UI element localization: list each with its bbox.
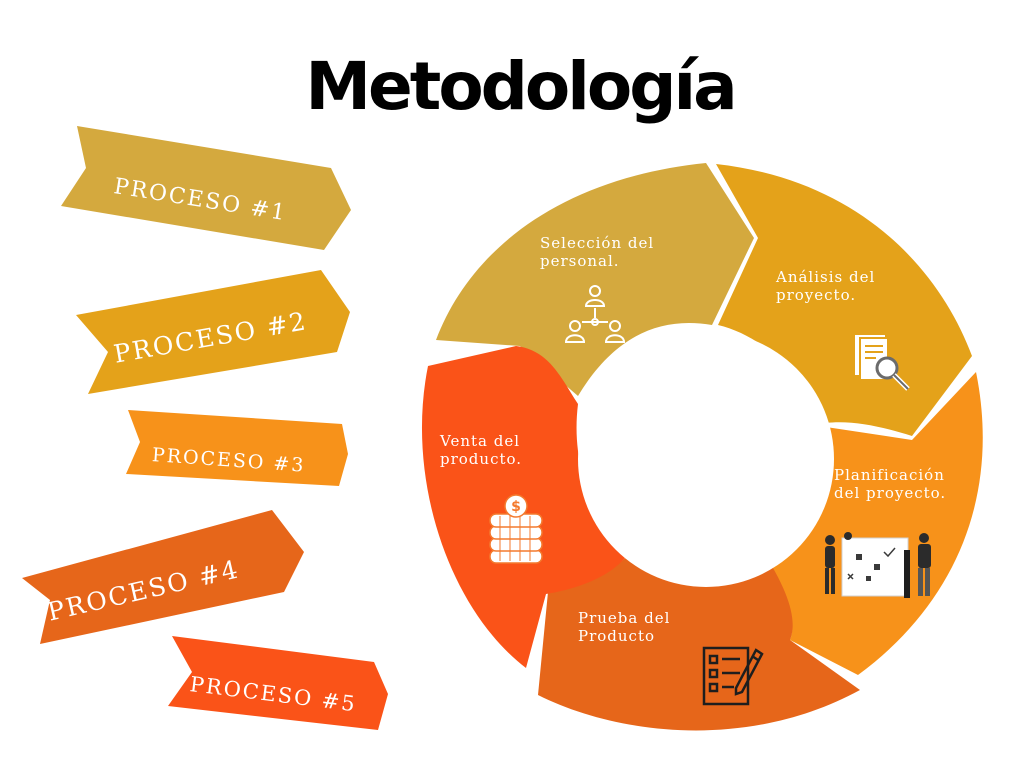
process-banner-4: PROCESO #4 (22, 510, 306, 644)
cycle-label-line: Producto (578, 627, 656, 645)
cycle-label-5: Venta del producto. (440, 432, 522, 468)
cycle-label-line: personal. (540, 252, 620, 270)
cycle-segment-2 (716, 164, 972, 436)
cycle-label-line: Planificación (834, 466, 945, 484)
process-banner-3: PROCESO #3 (124, 410, 350, 488)
page-title: Metodología (305, 48, 737, 125)
process-banner-2: PROCESO #2 (74, 270, 354, 394)
banner-shape (126, 410, 348, 486)
banner-shape (168, 636, 388, 730)
checklist-pencil-icon (702, 646, 764, 706)
people-network-icon (564, 285, 626, 343)
cycle-label-2: Análisis del proyecto. (776, 268, 875, 304)
banner-shape (61, 126, 351, 250)
coin-stack-icon: $ (489, 494, 543, 564)
cycle-label-line: Venta del (440, 432, 521, 450)
banner-shape (76, 270, 350, 394)
cycle-label-line: del proyecto. (834, 484, 947, 502)
banner-shape (22, 510, 304, 644)
cycle-segment-3 (769, 372, 983, 675)
cycle-label-line: Prueba del (578, 609, 671, 627)
team-planning-board-icon (825, 532, 931, 598)
cycle-segment-1 (436, 163, 754, 396)
process-banner-5: PROCESO #5 (168, 636, 390, 732)
svg-text:$: $ (511, 499, 521, 515)
cycle-label-line: Selección del (540, 234, 655, 252)
process-banner-1: PROCESO #1 (58, 126, 354, 252)
cycle-label-line: producto. (440, 450, 523, 468)
cycle-label-4: Prueba del Producto (578, 609, 670, 645)
cycle-segment-4 (538, 550, 860, 731)
cycle-center (578, 331, 834, 587)
cycle-label-line: proyecto. (776, 286, 857, 304)
cycle-label-1: Selección del personal. (540, 234, 654, 270)
document-magnifier-icon (853, 333, 910, 391)
cycle-label-line: Análisis del (776, 268, 876, 286)
cycle-label-3: Planificación del proyecto. (834, 466, 946, 502)
